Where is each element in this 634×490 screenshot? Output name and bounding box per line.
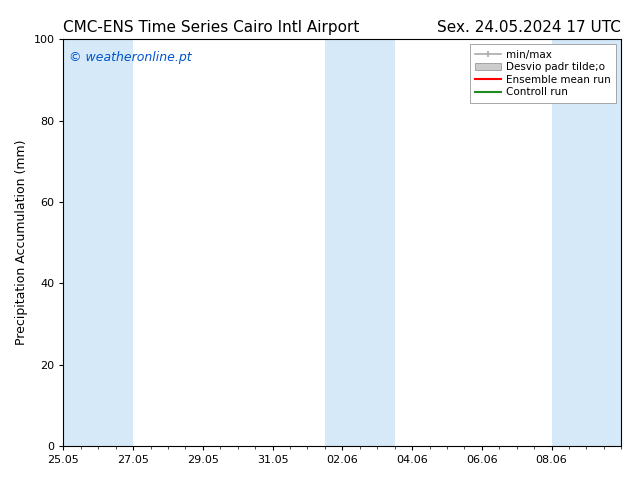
Text: © weatheronline.pt: © weatheronline.pt xyxy=(69,51,191,64)
Legend: min/max, Desvio padr tilde;o, Ensemble mean run, Controll run: min/max, Desvio padr tilde;o, Ensemble m… xyxy=(470,45,616,102)
Bar xyxy=(552,39,621,446)
Y-axis label: Precipitation Accumulation (mm): Precipitation Accumulation (mm) xyxy=(15,140,28,345)
Text: CMC-ENS Time Series Cairo Intl Airport: CMC-ENS Time Series Cairo Intl Airport xyxy=(63,20,359,35)
Bar xyxy=(325,39,394,446)
Text: Sex. 24.05.2024 17 UTC: Sex. 24.05.2024 17 UTC xyxy=(437,20,621,35)
Bar xyxy=(63,39,133,446)
